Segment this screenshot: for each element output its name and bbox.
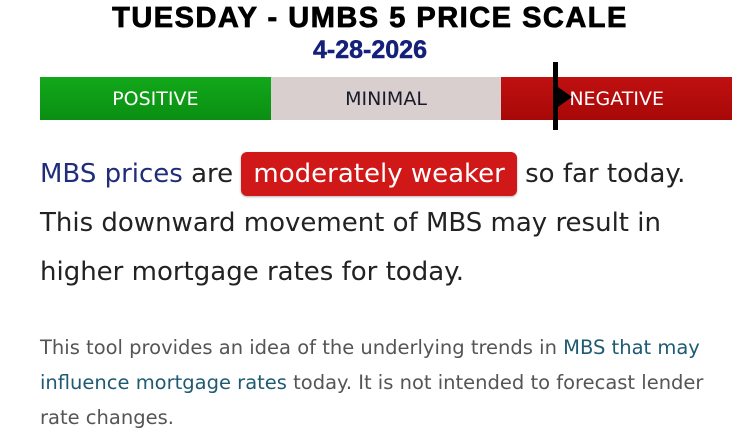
disclaimer-post: today. It is not intended to forecast le… <box>40 371 704 429</box>
marker-arrow-icon <box>558 87 572 107</box>
summary-post: so far today. This downward movement of … <box>40 159 686 287</box>
date-label: 4-28-2026 <box>313 36 427 65</box>
scale-marker <box>553 62 558 130</box>
disclaimer-pre: This tool provides an idea of the underl… <box>40 336 564 359</box>
summary-text: MBS prices are moderately weaker so far … <box>40 150 730 297</box>
page-title: TUESDAY - UMBS 5 PRICE SCALE <box>112 2 628 35</box>
disclaimer: This tool provides an idea of the underl… <box>40 330 730 435</box>
mbs-trends-link[interactable]: MBS that may influence mortgage rates <box>40 336 700 394</box>
scale-positive: POSITIVE <box>40 77 271 120</box>
scale-negative: NEGATIVE <box>501 77 733 120</box>
mbs-prices-link[interactable]: MBS prices <box>40 159 183 189</box>
status-badge: moderately weaker <box>241 152 517 196</box>
scale-minimal: MINIMAL <box>270 77 502 120</box>
summary-pre: are <box>182 159 242 189</box>
price-scale: POSITIVE MINIMAL NEGATIVE <box>40 77 733 120</box>
